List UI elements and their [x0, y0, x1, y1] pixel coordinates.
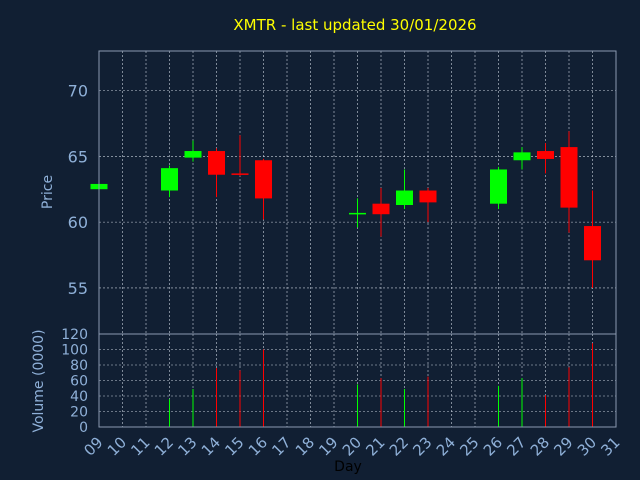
x-tick-label: 30 [574, 433, 600, 459]
y-axis-label: Price [40, 175, 56, 209]
volume-panel-frame [98, 333, 617, 428]
volume-tick-label: 60 [70, 374, 88, 390]
volume-tick-label: 40 [70, 389, 88, 405]
candle-body [231, 173, 249, 175]
x-tick-label: 18 [292, 433, 318, 459]
x-tick-label: 14 [198, 433, 224, 459]
volume-axis-label: Volume (0000) [31, 329, 47, 432]
x-tick-label: 25 [456, 433, 482, 459]
x-tick-label: 23 [409, 433, 435, 459]
x-tick-label: 12 [151, 433, 177, 459]
x-tick-label: 16 [245, 433, 271, 459]
candle-body [584, 226, 601, 261]
chart-title: XMTR - last updated 30/01/2026 [233, 16, 476, 34]
price-tick-label: 55 [68, 279, 88, 298]
x-axis-label: Day [334, 459, 362, 475]
price-tick-label: 60 [68, 213, 88, 232]
candle-body [208, 151, 225, 175]
volume-tick-label: 80 [70, 358, 88, 374]
x-tick-label: 11 [127, 433, 153, 459]
candle-body [513, 152, 531, 161]
volume-tick-label: 20 [70, 405, 88, 421]
candle-body [560, 147, 578, 208]
x-tick-label: 27 [503, 433, 529, 459]
x-tick-label: 10 [104, 433, 130, 459]
volume-tick-label: 0 [79, 420, 88, 436]
price-tick-label: 70 [68, 81, 88, 100]
x-tick-label: 28 [527, 433, 553, 459]
candle-body [255, 160, 272, 199]
candle-body [419, 190, 437, 203]
volume-tick-label: 120 [61, 327, 88, 343]
x-tick-label: 21 [362, 433, 388, 459]
candle-body [372, 203, 390, 215]
candle-body [490, 169, 507, 204]
x-tick-label: 20 [339, 433, 365, 459]
x-tick-label: 31 [597, 433, 623, 459]
price-tick-label: 65 [68, 147, 88, 166]
x-tick-label: 29 [550, 433, 576, 459]
x-tick-label: 13 [174, 433, 200, 459]
volume-tick-label: 100 [61, 343, 88, 359]
candle-body [349, 212, 366, 215]
x-tick-label: 22 [386, 433, 412, 459]
x-tick-label: 17 [268, 433, 294, 459]
candle-body [184, 151, 202, 158]
candle-body [161, 168, 178, 191]
x-tick-label: 26 [480, 433, 506, 459]
x-tick-label: 15 [221, 433, 247, 459]
x-tick-label: 24 [433, 433, 459, 459]
x-tick-label: 09 [80, 433, 106, 459]
x-tick-label: 19 [315, 433, 341, 459]
candle-body [537, 151, 554, 159]
candle-body [396, 190, 413, 206]
